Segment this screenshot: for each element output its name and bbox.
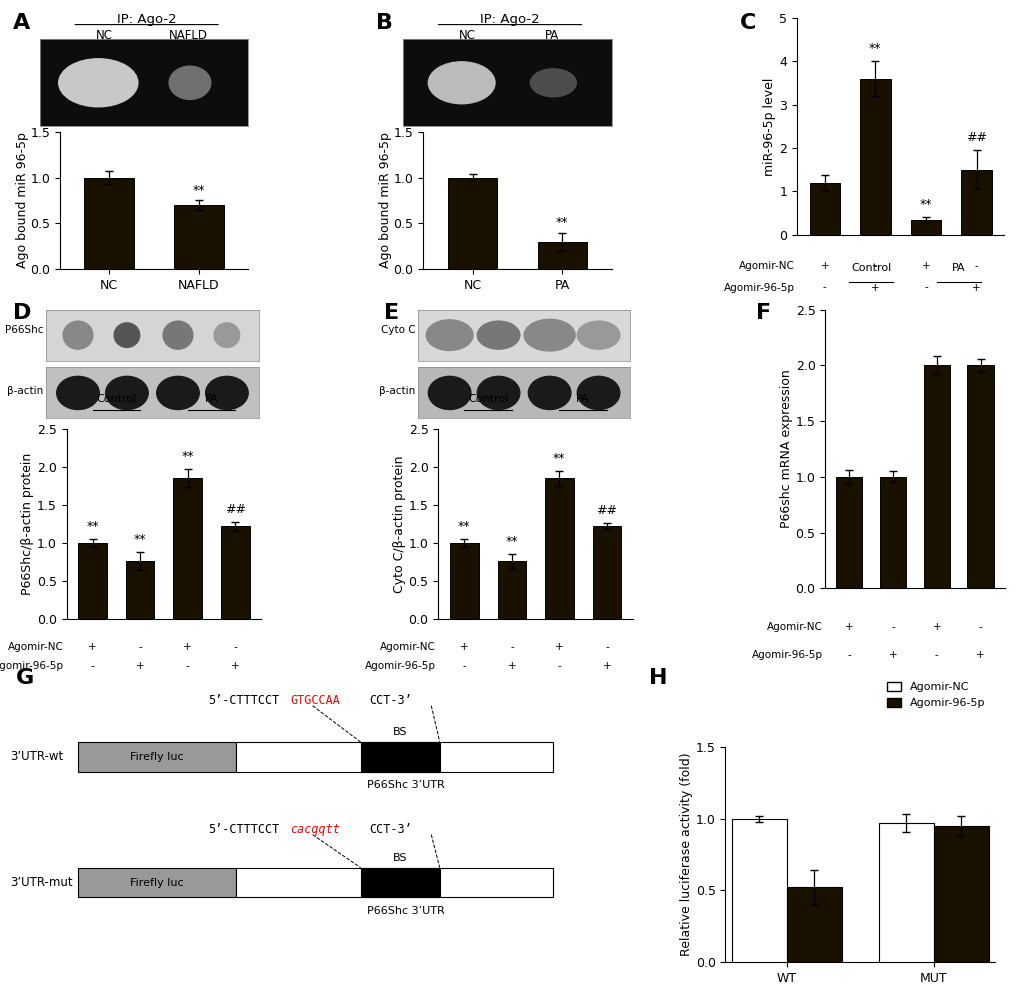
- FancyBboxPatch shape: [361, 742, 439, 772]
- FancyBboxPatch shape: [77, 867, 236, 897]
- Text: P66Shc 3’UTR: P66Shc 3’UTR: [367, 780, 444, 790]
- Text: D: D: [13, 303, 32, 323]
- Text: 5’-CTTTCCT: 5’-CTTTCCT: [208, 694, 279, 708]
- Text: E: E: [384, 303, 399, 323]
- FancyBboxPatch shape: [361, 867, 439, 897]
- Text: CCT-3’: CCT-3’: [369, 823, 412, 836]
- Text: IP: Ago-2: IP: Ago-2: [480, 13, 539, 26]
- Text: NAFLD: NAFLD: [169, 28, 208, 41]
- Text: Firefly luc: Firefly luc: [130, 877, 183, 887]
- Text: GTGCCAA: GTGCCAA: [289, 694, 339, 708]
- Text: BS: BS: [392, 727, 407, 737]
- Text: NC: NC: [96, 28, 113, 41]
- FancyBboxPatch shape: [236, 742, 552, 772]
- Text: β-actin: β-actin: [378, 386, 415, 396]
- FancyBboxPatch shape: [236, 867, 552, 897]
- Text: β-actin: β-actin: [7, 386, 44, 396]
- Text: P66Shc: P66Shc: [5, 325, 44, 335]
- Text: F: F: [755, 303, 770, 323]
- Text: PA: PA: [544, 28, 558, 41]
- Text: G: G: [16, 667, 34, 687]
- Text: Firefly luc: Firefly luc: [130, 752, 183, 762]
- FancyBboxPatch shape: [77, 742, 236, 772]
- Text: BS: BS: [392, 852, 407, 862]
- Text: B: B: [376, 13, 392, 33]
- Text: NC: NC: [459, 28, 476, 41]
- Text: P66Shc 3’UTR: P66Shc 3’UTR: [367, 906, 444, 916]
- Text: H: H: [648, 667, 666, 687]
- Text: CCT-3’: CCT-3’: [369, 694, 412, 708]
- Text: 3’UTR-mut: 3’UTR-mut: [10, 876, 72, 889]
- Text: 3’UTR-wt: 3’UTR-wt: [10, 751, 63, 764]
- Text: A: A: [12, 13, 30, 33]
- Text: cacqqtt: cacqqtt: [289, 823, 339, 836]
- Text: IP: Ago-2: IP: Ago-2: [117, 13, 176, 26]
- Text: Cyto C: Cyto C: [380, 325, 415, 335]
- Text: 5’-CTTTCCT: 5’-CTTTCCT: [208, 823, 279, 836]
- Text: C: C: [739, 13, 755, 33]
